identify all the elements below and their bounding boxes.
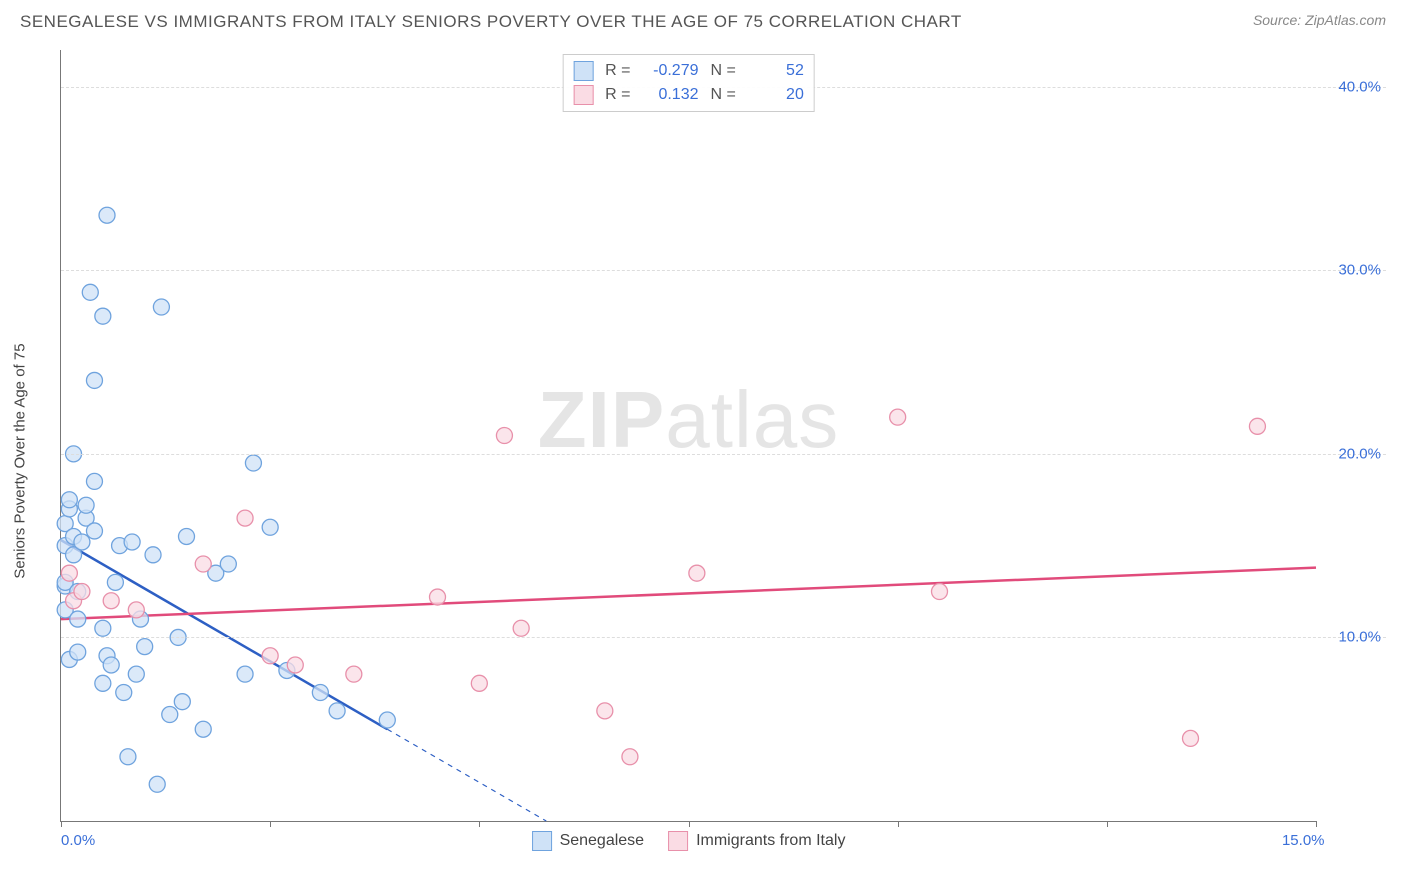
data-point-senegalese [116,685,132,701]
data-point-senegalese [70,644,86,660]
data-point-senegalese [86,523,102,539]
data-point-italy [689,565,705,581]
data-point-senegalese [99,207,115,223]
data-point-senegalese [78,497,94,513]
data-point-senegalese [137,639,153,655]
data-point-senegalese [145,547,161,563]
legend-item-senegalese: Senegalese [532,831,645,851]
legend-item-italy: Immigrants from Italy [668,831,845,851]
data-point-italy [471,675,487,691]
data-point-senegalese [329,703,345,719]
data-point-senegalese [86,473,102,489]
data-point-senegalese [237,666,253,682]
data-point-senegalese [124,534,140,550]
data-point-senegalese [174,694,190,710]
y-axis-label: Seniors Poverty Over the Age of 75 [12,343,29,578]
data-point-italy [128,602,144,618]
legend-row-italy: R = 0.132 N = 20 [573,83,804,107]
data-point-senegalese [70,611,86,627]
data-point-italy [61,565,77,581]
data-point-senegalese [312,685,328,701]
data-point-senegalese [95,675,111,691]
legend-row-senegalese: R = -0.279 N = 52 [573,59,804,83]
swatch-italy-icon [668,831,688,851]
data-point-senegalese [179,528,195,544]
data-point-italy [237,510,253,526]
data-point-senegalese [107,574,123,590]
data-point-italy [597,703,613,719]
data-point-italy [74,584,90,600]
data-point-senegalese [153,299,169,315]
data-point-senegalese [86,372,102,388]
correlation-legend: R = -0.279 N = 52 R = 0.132 N = 20 [562,54,815,112]
data-point-senegalese [82,284,98,300]
data-point-senegalese [379,712,395,728]
data-point-italy [890,409,906,425]
data-point-italy [622,749,638,765]
data-point-italy [513,620,529,636]
y-tick-label: 40.0% [1338,78,1381,95]
swatch-italy [573,85,593,105]
series-legend: Senegalese Immigrants from Italy [532,831,846,851]
y-tick-label: 30.0% [1338,262,1381,279]
data-point-italy [1183,730,1199,746]
swatch-senegalese-icon [532,831,552,851]
data-point-italy [103,593,119,609]
data-point-senegalese [95,620,111,636]
data-point-senegalese [245,455,261,471]
data-point-senegalese [61,492,77,508]
data-point-senegalese [103,657,119,673]
data-point-senegalese [262,519,278,535]
data-point-italy [1249,418,1265,434]
data-point-italy [195,556,211,572]
data-point-senegalese [195,721,211,737]
chart-container: Seniors Poverty Over the Age of 75 ZIPat… [30,50,1386,872]
data-point-senegalese [220,556,236,572]
y-tick-label: 10.0% [1338,629,1381,646]
x-tick-label: 0.0% [61,832,95,849]
header: SENEGALESE VS IMMIGRANTS FROM ITALY SENI… [0,0,1406,40]
swatch-senegalese [573,61,593,81]
data-point-senegalese [149,776,165,792]
plot-area: ZIPatlas R = -0.279 N = 52 R = 0.132 N =… [60,50,1316,822]
data-point-senegalese [120,749,136,765]
data-point-senegalese [95,308,111,324]
data-point-senegalese [74,534,90,550]
y-tick-label: 20.0% [1338,445,1381,462]
source-attribution: Source: ZipAtlas.com [1253,12,1386,28]
data-point-italy [932,584,948,600]
data-point-senegalese [128,666,144,682]
data-point-italy [346,666,362,682]
plot-svg [61,50,1316,821]
x-tick-label: 15.0% [1282,832,1325,849]
data-point-italy [496,428,512,444]
data-point-italy [262,648,278,664]
data-point-italy [430,589,446,605]
data-point-senegalese [162,707,178,723]
data-point-italy [287,657,303,673]
chart-title: SENEGALESE VS IMMIGRANTS FROM ITALY SENI… [20,12,962,32]
